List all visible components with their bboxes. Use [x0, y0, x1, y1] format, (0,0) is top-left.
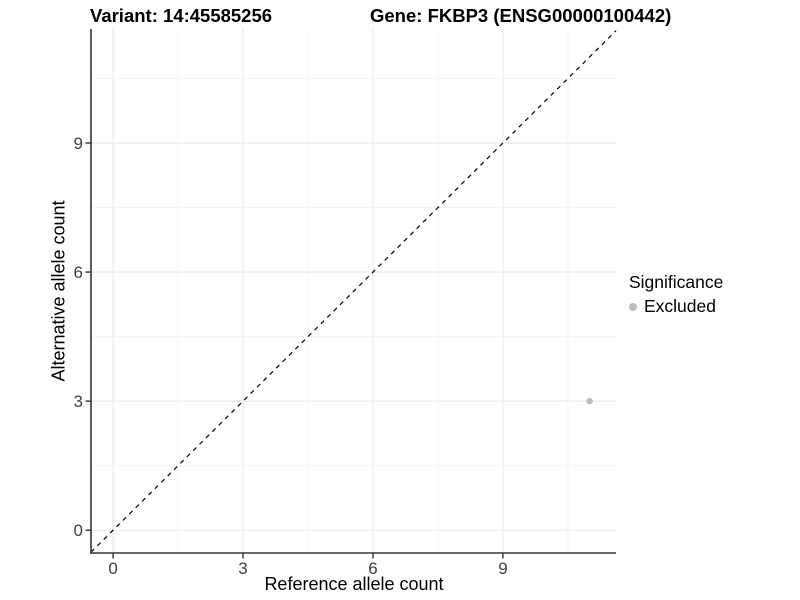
- y-tick-label: 9: [74, 134, 83, 153]
- x-tick-label: 0: [108, 559, 117, 578]
- y-tick-label: 0: [74, 521, 83, 540]
- plot-title-variant: Variant: 14:45585256: [90, 5, 273, 26]
- x-tick-label: 3: [238, 559, 247, 578]
- x-tick-label: 9: [498, 559, 507, 578]
- data-point-excluded: [586, 397, 593, 405]
- legend-item-label: Excluded: [644, 296, 716, 316]
- identity-dashed-line: [90, 30, 617, 553]
- legend-item-excluded: Excluded: [629, 296, 723, 317]
- x-tick-label: 6: [368, 559, 377, 578]
- plot-title-gene: Gene: FKBP3 (ENSG00000100442): [370, 5, 672, 26]
- legend: Significance Excluded: [629, 272, 723, 317]
- legend-key-dot-icon: [629, 302, 637, 311]
- y-axis-label: Alternative allele count: [48, 200, 69, 382]
- y-tick-label: 6: [74, 263, 83, 282]
- y-tick-label: 3: [74, 392, 83, 411]
- x-axis-label: Reference allele count: [264, 574, 444, 594]
- legend-title: Significance: [629, 272, 724, 292]
